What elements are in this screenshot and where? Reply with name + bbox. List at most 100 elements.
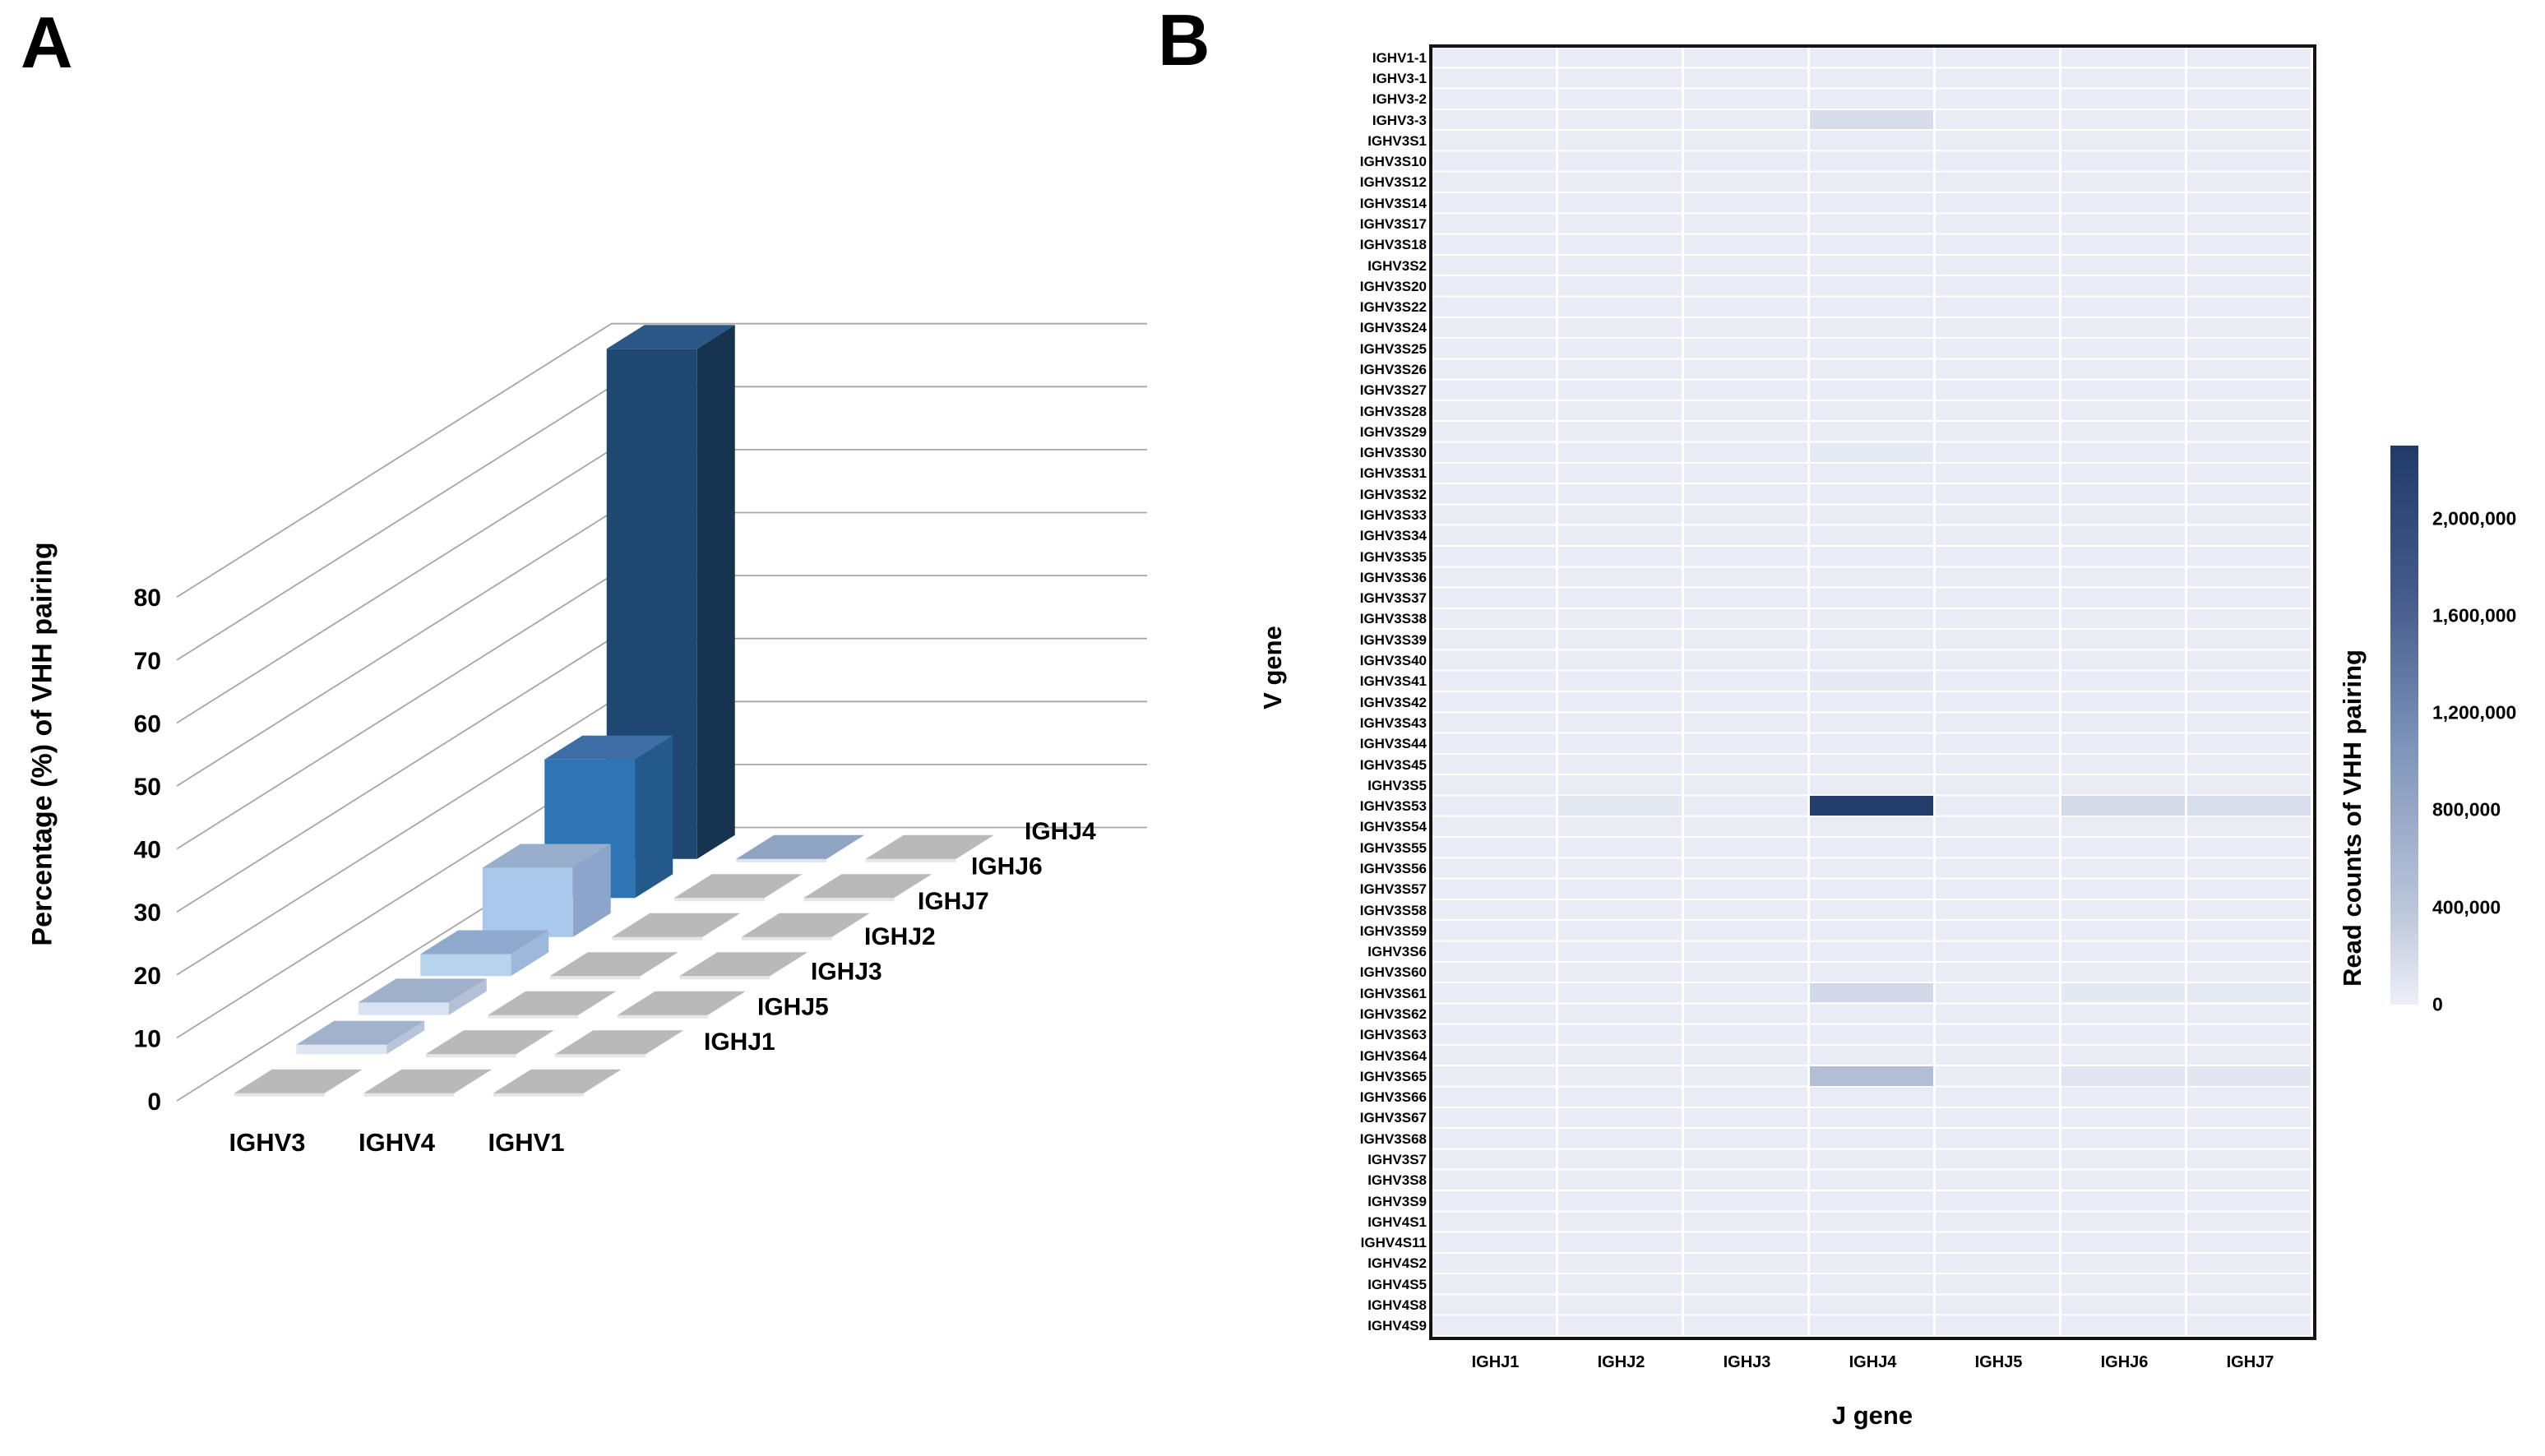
bar-IGHV1-IGHJ5-pad-edge [555,1054,646,1058]
heatmap-row-label-IGHV3-1: IGHV3-1 [1372,70,1427,86]
heatmap-row-label-IGHV3S42: IGHV3S42 [1359,694,1427,710]
heatmap-cell-IGHV3S53-IGHJ7 [2187,796,2311,816]
heatmap-cell-IGHV3S61-IGHJ7 [2187,983,2311,1003]
colorbar-tick-2000000: 2,000,000 [2432,507,2517,529]
colorbar-tick-800000: 800,000 [2432,798,2501,820]
heatmap-row-label-IGHV3S61: IGHV3S61 [1359,985,1427,1001]
heatmap-row-label-IGHV3S36: IGHV3S36 [1359,569,1427,585]
heatmap-row-label-IGHV3S45: IGHV3S45 [1359,756,1427,773]
bar-IGHV3-IGHJ1-pad [234,1069,363,1093]
bar-IGHV1-IGHJ2-pad-edge [679,976,770,980]
heatmap-row-label-IGHV3S29: IGHV3S29 [1359,423,1427,440]
bar-IGHV3-IGHJ4-side [696,325,735,859]
bar-IGHV3-IGHJ7-front [482,867,573,937]
bar-IGHV1-IGHJ3-pad [617,991,746,1015]
bar-IGHV4-IGHJ6-pad [673,874,803,899]
heatmap-row-label-IGHV4S8: IGHV4S8 [1367,1297,1427,1314]
gridline-80 [176,322,1147,598]
bar-IGHV4-IGHJ7-pad-edge [612,936,703,941]
heatmap-column-label-IGHJ1: IGHJ1 [1471,1353,1520,1371]
bar-IGHV1-IGHJ2-pad [679,952,808,977]
heatmap-column-label-IGHJ3: IGHJ3 [1723,1353,1771,1371]
heatmap-row-label-IGHV3S9: IGHV3S9 [1367,1193,1427,1209]
heatmap-row-label-IGHV3S56: IGHV3S56 [1359,860,1427,876]
heatmap-row-label-IGHV3S38: IGHV3S38 [1359,611,1427,627]
heatmap-cell-IGHV3S53-IGHJ4 [1810,796,1933,816]
y-tick-label: 30 [134,899,161,927]
bar-IGHV3-IGHJ1-pad-edge [234,1093,325,1097]
heatmap-cell-IGHV3S41-IGHJ4 [1810,671,1933,691]
bar-IGHV1-IGHJ4-pad [865,834,994,859]
bar-IGHV1-IGHJ1-pad [493,1069,622,1093]
heatmap-cell-IGHV3S65-IGHJ6 [2061,1066,2185,1086]
y-tick-label: 50 [134,774,161,801]
heatmap-row-label-IGHV3S62: IGHV3S62 [1359,1005,1427,1022]
heatmap-row-label-IGHV3S28: IGHV3S28 [1359,403,1427,419]
colorbar-title: Read counts of VHH pairing [2338,649,2367,987]
heatmap-row-label-IGHV4S9: IGHV4S9 [1367,1318,1427,1334]
heatmap-row-label-IGHV3S39: IGHV3S39 [1359,631,1427,648]
row-label-IGHJ2: IGHJ2 [864,923,936,950]
bar-IGHV4-IGHJ7-pad [612,913,741,937]
colorbar-tick-1200000: 1,200,000 [2432,701,2517,723]
bar-IGHV3-IGHJ2-side [511,930,549,977]
bar-IGHV3-IGHJ4-front [606,349,697,859]
bar-IGHV1-IGHJ7-pad [741,913,870,937]
heatmap-column-label-IGHJ6: IGHJ6 [2100,1353,2149,1371]
heatmap-row-label-IGHV3S68: IGHV3S68 [1359,1130,1427,1147]
bar-IGHV3-IGHJ7-side [572,844,611,937]
heatmap-row-label-IGHV3S58: IGHV3S58 [1359,902,1427,918]
heatmap-row-label-IGHV3S43: IGHV3S43 [1359,714,1427,731]
row-label-IGHJ6: IGHJ6 [971,853,1043,881]
heatmap-row-label-IGHV3S64: IGHV3S64 [1359,1047,1427,1064]
y-tick-label: 70 [134,648,161,675]
bar-IGHV4-IGHJ1-pad [363,1069,493,1093]
panel-b-x-axis-title: J gene [1831,1401,1913,1430]
heatmap-row-label-IGHV3S41: IGHV3S41 [1359,673,1427,690]
category-label-IGHV4: IGHV4 [359,1128,436,1157]
heatmap-row-label-IGHV3S32: IGHV3S32 [1359,486,1427,502]
heatmap-row-label-IGHV3S7: IGHV3S7 [1367,1152,1427,1168]
row-label-IGHJ4: IGHJ4 [1025,818,1096,845]
bar-IGHV3-IGHJ5-side [386,1020,425,1055]
heatmap-row-label-IGHV1-1: IGHV1-1 [1372,49,1427,66]
heatmap-plot-area [1429,44,2316,1340]
bar-IGHV3-IGHJ5-front [296,1044,387,1055]
heatmap-row-label-IGHV3S5: IGHV3S5 [1367,777,1427,793]
heatmap-row-label-IGHV3S12: IGHV3S12 [1359,174,1427,191]
panel-a-label: A [21,2,73,83]
heatmap-row-label-IGHV4S5: IGHV4S5 [1367,1276,1427,1292]
heatmap-row-label-IGHV3S1: IGHV3S1 [1367,132,1427,149]
bar-IGHV3-IGHJ6-side [635,735,673,899]
row-label-IGHJ3: IGHJ3 [811,959,882,986]
heatmap-cell-IGHV3S53-IGHJ2 [1558,796,1682,816]
heatmap-row-label-IGHV4S11: IGHV4S11 [1360,1235,1427,1251]
bar-IGHV3-IGHJ3-front [358,1002,449,1015]
heatmap-row-label-IGHV3S53: IGHV3S53 [1359,798,1427,815]
heatmap-cell-IGHV3S53-IGHJ6 [2061,796,2185,816]
colorbar-tick-0: 0 [2432,993,2443,1015]
row-label-IGHJ1: IGHJ1 [704,1028,775,1056]
heatmap-row-label-IGHV3S54: IGHV3S54 [1359,819,1427,835]
heatmap-column-label-IGHJ5: IGHJ5 [1974,1353,2023,1371]
panel-a-3d-bar-chart: 0 10 20 30 40 50 60 70 80 IGHV3 IGHV4 IGHV1 IGHJ1 IGH… [134,322,1147,1157]
bar-IGHV4-IGHJ5-pad [425,1030,554,1055]
heatmap-row-label-IGHV3S33: IGHV3S33 [1359,507,1427,524]
y-tick-label: 0 [147,1089,161,1116]
row-label-IGHJ7: IGHJ7 [918,888,989,915]
bar-IGHV4-IGHJ1-pad-edge [363,1093,455,1097]
heatmap-row-label-IGHV3-3: IGHV3-3 [1372,112,1427,128]
heatmap-row-label-IGHV3S26: IGHV3S26 [1359,361,1427,377]
bar-IGHV1-IGHJ6-pad-edge [803,898,895,902]
bar-IGHV1-IGHJ7-pad-edge [741,936,832,941]
heatmap-row-label-IGHV3S6: IGHV3S6 [1367,944,1427,960]
bar-IGHV4-IGHJ4-pad-edge [736,858,827,862]
bar-IGHV3-IGHJ2-front [420,954,511,977]
bar-IGHV1-IGHJ1-pad-edge [493,1093,584,1097]
heatmap-row-label-IGHV3S35: IGHV3S35 [1359,548,1427,565]
heatmap-row-label-IGHV3S24: IGHV3S24 [1359,320,1427,336]
heatmap-row-label-IGHV3S63: IGHV3S63 [1359,1027,1427,1043]
heatmap-row-label-IGHV3S44: IGHV3S44 [1359,736,1427,752]
bar-IGHV3-IGHJ4-top [606,325,735,349]
bar-IGHV3-IGHJ3-side [448,978,487,1015]
